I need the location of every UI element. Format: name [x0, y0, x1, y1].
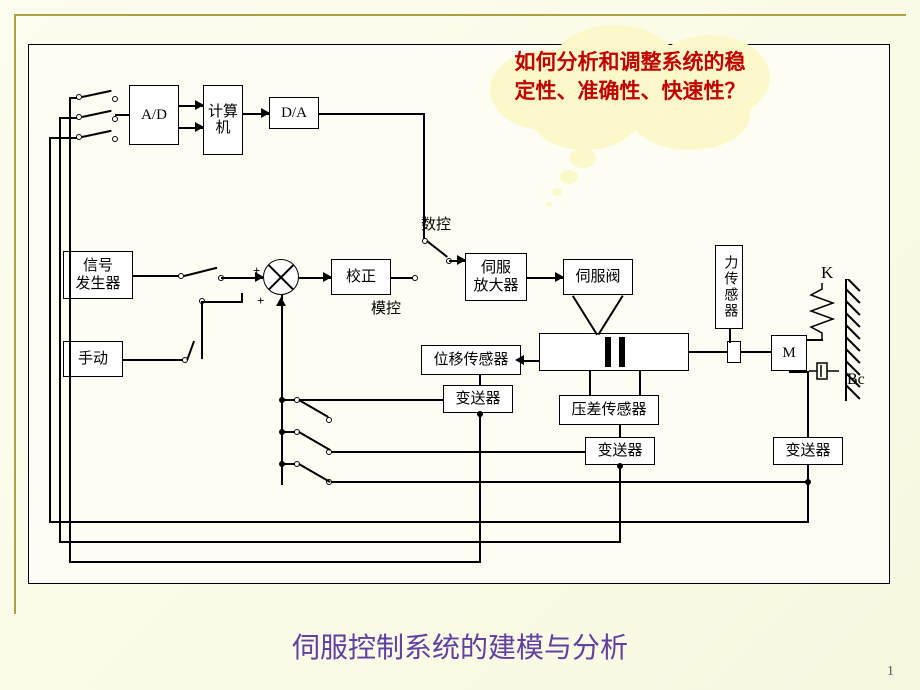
wall-hatch [845, 279, 865, 401]
w-man-v2 [241, 293, 243, 303]
ar-amp-valve [555, 272, 564, 282]
block-pdiff-sensor: 压差传感器 [559, 395, 659, 425]
block-transmitter-2: 变送器 [585, 437, 655, 465]
label-analog: 模控 [371, 297, 401, 318]
fb2-arm [299, 431, 331, 450]
actuator-rod [689, 351, 727, 353]
w-act-pd-2 [639, 371, 641, 395]
w-sig-h [133, 275, 179, 277]
rail1-node [805, 479, 811, 485]
block-correct: 校正 [331, 259, 391, 295]
sw-mode-arm [427, 240, 448, 257]
fb3-h [329, 481, 807, 483]
fb1-sw-b [326, 417, 332, 423]
fb-node1 [279, 397, 285, 403]
fb3-arm [299, 463, 331, 482]
sw-arm-2 [82, 110, 112, 118]
sw-sig-arm [184, 267, 217, 277]
w-act-pd-1 [589, 371, 591, 395]
ar-ad-cpu-1 [195, 100, 204, 110]
force-cell [727, 341, 741, 363]
w-disp-t1 [479, 375, 481, 385]
rod-2 [741, 351, 771, 353]
block-transmitter-3: 变送器 [773, 437, 843, 465]
rail2-vL [59, 117, 61, 541]
actuator-piston-1 [605, 337, 611, 367]
rail3-node [477, 411, 483, 417]
fb-vert [281, 295, 283, 485]
block-transmitter-1: 变送器 [443, 385, 513, 413]
damper-icon [809, 359, 839, 383]
block-disp-sensor: 位移传感器 [421, 345, 521, 375]
rail3-top [69, 97, 77, 99]
block-manual: 手动 [63, 341, 123, 377]
sw-top-2b [112, 116, 118, 122]
rail3-h [69, 561, 481, 563]
summing-junction [263, 259, 299, 295]
w-man-h2 [201, 301, 241, 303]
block-da: D/A [269, 97, 319, 129]
rail1-h [49, 521, 809, 523]
rail2-vR [619, 465, 621, 541]
label-K: K [821, 263, 833, 283]
spring-icon [807, 283, 837, 339]
ar-mode-amp [457, 255, 466, 265]
w-ad-in [115, 114, 129, 116]
w-corr-sw [391, 277, 413, 279]
sw-arm-1 [82, 90, 112, 98]
w-m-t3c [789, 371, 809, 373]
page-title: 伺服控制系统的建模与分析 [0, 626, 920, 666]
label-nc: 数控 [421, 213, 451, 234]
sw-top-1b [112, 96, 118, 102]
m-spring-h [807, 339, 823, 341]
rail2-h [59, 541, 621, 543]
w-valve-act-2 [598, 295, 624, 335]
rail3-vL [69, 97, 71, 561]
ar-fb-sum [276, 297, 286, 306]
fb-node2 [279, 429, 285, 435]
block-computer: 计算机 [203, 85, 243, 155]
sw-mode-an [412, 275, 418, 281]
ar-sum-corr [323, 272, 332, 282]
actuator-body [539, 333, 689, 371]
cloud-text: 如何分析和调整系统的稳定性、准确性、快速性？ [510, 48, 750, 107]
w-valve-act-1 [572, 295, 598, 335]
w-m-t3 [807, 371, 809, 437]
w-da-h [319, 113, 423, 115]
w-da-v [423, 113, 425, 239]
rail1-vR [807, 481, 809, 521]
block-servo-amp: 伺服放大器 [465, 253, 527, 301]
fb1-arm [299, 399, 329, 417]
fb-node3 [279, 461, 285, 467]
thought-cloud: 如何分析和调整系统的稳定性、准确性、快速性？ [480, 20, 780, 160]
block-signal-gen: 信号发生器 [63, 251, 133, 299]
top-rule [14, 14, 906, 16]
block-mass: M [771, 335, 807, 371]
w-pd-t2 [619, 425, 621, 437]
actuator-piston-2 [619, 337, 625, 367]
block-force-sensor: 力传感器 [715, 245, 743, 329]
sw-top-3b [112, 136, 118, 142]
rail1-vL [49, 137, 51, 521]
ar-ad-cpu-2 [195, 122, 204, 132]
rail3-vR [479, 413, 481, 561]
block-servo-valve: 伺服阀 [563, 259, 633, 295]
w-man-h [123, 359, 183, 361]
block-ad: A/D [129, 85, 179, 145]
w-man-v [201, 301, 203, 359]
w-force-link [729, 329, 731, 343]
sw-arm-3 [82, 130, 112, 138]
ar-act-disp [515, 355, 524, 365]
plus-2: + [257, 293, 264, 309]
rail2-top [59, 117, 77, 119]
rail1-top [49, 137, 77, 139]
page-number: 1 [887, 664, 894, 680]
left-rule [14, 14, 16, 614]
sw-man-arm [186, 341, 194, 360]
fb2-h [329, 451, 585, 453]
ar-sig-sum [255, 272, 264, 282]
ar-cpu-da [261, 108, 270, 118]
fb1-h [297, 399, 443, 401]
rail2-node [617, 463, 623, 469]
